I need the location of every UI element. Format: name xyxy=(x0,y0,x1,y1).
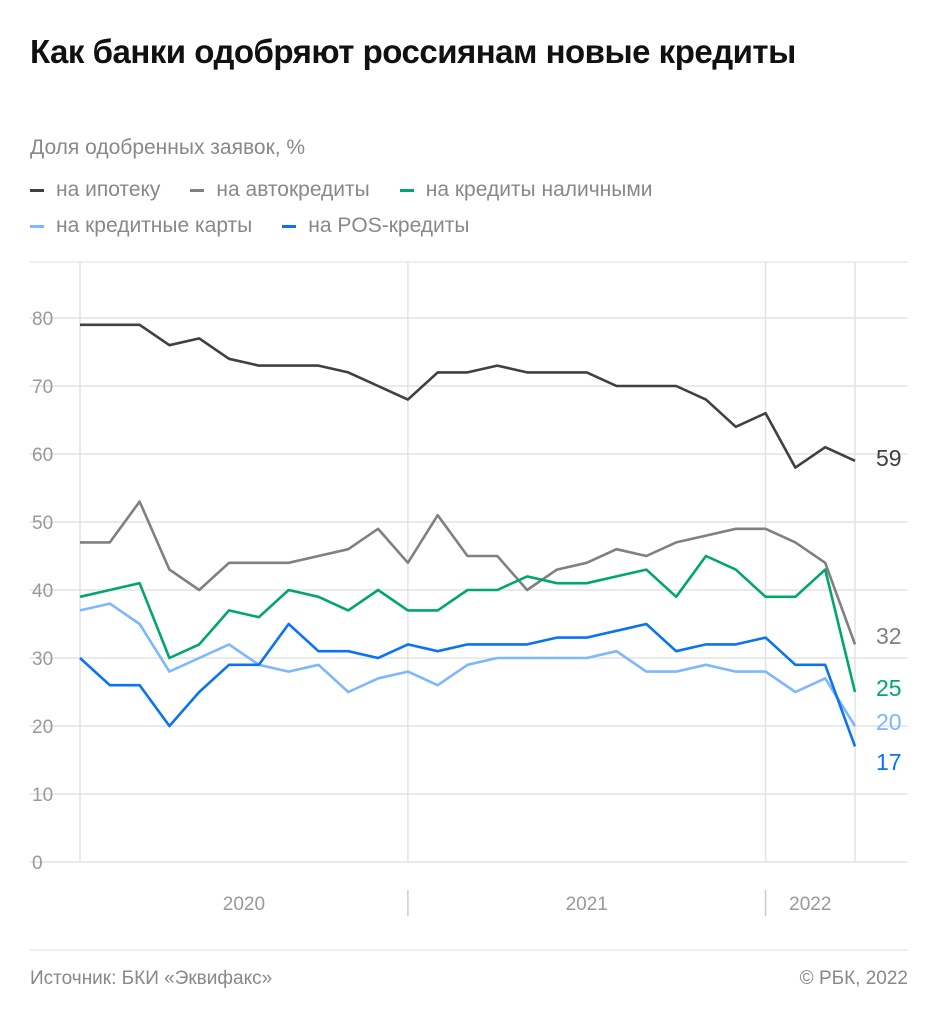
y-tick-label: 0 xyxy=(32,853,43,874)
legend-item-mortgage: на ипотеку xyxy=(30,178,160,202)
end-value-label: 25 xyxy=(876,675,902,701)
legend-swatch xyxy=(399,188,414,192)
y-tick-label: 20 xyxy=(32,717,53,738)
x-year-label: 2022 xyxy=(789,894,831,915)
series-line-4 xyxy=(79,622,857,747)
legend-label: на кредиты наличными xyxy=(425,178,653,201)
source-note: Источник: БКИ «Эквифакс» xyxy=(30,968,273,989)
legend-swatch xyxy=(30,188,44,192)
series-line-0 xyxy=(80,323,856,469)
y-tick-label: 60 xyxy=(32,445,53,466)
legend-label: на ипотеку xyxy=(56,178,161,201)
x-year-label: 2021 xyxy=(566,894,608,915)
y-tick-label: 40 xyxy=(32,581,53,602)
legend: на ипотеку на автокредиты на кредиты нал… xyxy=(30,172,910,244)
end-value-label: 17 xyxy=(876,749,902,775)
chart-title: Как банки одобряют россиянам новые креди… xyxy=(30,33,796,70)
end-value-label: 59 xyxy=(876,445,902,471)
chart-subtitle: Доля одобренных заявок, % xyxy=(30,136,306,159)
end-value-label: 32 xyxy=(876,623,902,649)
legend-swatch xyxy=(190,188,205,192)
y-tick-label: 70 xyxy=(32,377,53,398)
x-year-label: 2020 xyxy=(223,894,265,915)
legend-item-cash: на кредиты наличными xyxy=(399,178,653,202)
copyright: © РБК, 2022 xyxy=(799,968,908,989)
legend-item-auto: на автокредиты xyxy=(190,178,370,202)
y-tick-label: 50 xyxy=(32,513,53,534)
legend-item-cards: на кредитные карты xyxy=(30,214,252,238)
end-value-label: 20 xyxy=(876,709,902,735)
legend-label: на автокредиты xyxy=(216,178,370,201)
y-tick-label: 30 xyxy=(32,649,53,670)
legend-label: на кредитные карты xyxy=(56,214,253,237)
y-tick-label: 80 xyxy=(32,309,53,330)
legend-item-pos: на POS-кредиты xyxy=(282,214,470,238)
legend-label: на POS-кредиты xyxy=(308,214,470,237)
y-tick-label: 10 xyxy=(32,785,53,806)
legend-swatch xyxy=(282,224,297,228)
legend-swatch xyxy=(30,224,44,228)
